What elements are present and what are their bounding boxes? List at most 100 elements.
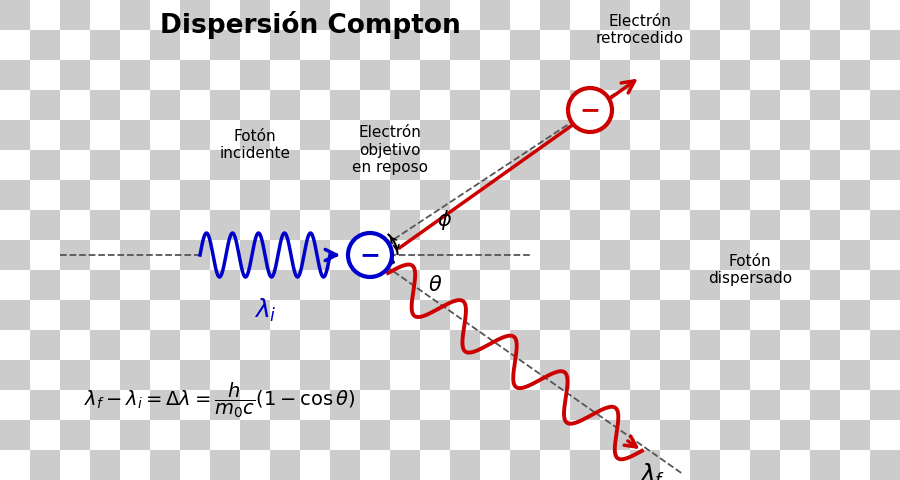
Bar [390, 450, 420, 480]
Bar [660, 240, 690, 270]
Bar [240, 120, 270, 150]
Bar [420, 360, 450, 390]
Bar [630, 450, 660, 480]
Bar [120, 90, 150, 120]
Bar [240, 210, 270, 240]
Bar [90, 270, 120, 300]
Bar [180, 180, 210, 210]
Circle shape [348, 233, 392, 277]
Bar [780, 150, 810, 180]
Bar [210, 270, 240, 300]
Bar [720, 360, 750, 390]
Bar [720, 0, 750, 30]
Bar [870, 60, 900, 90]
Bar [810, 270, 840, 300]
Bar [450, 120, 480, 150]
Bar [30, 30, 60, 60]
Bar [690, 120, 720, 150]
Bar [180, 60, 210, 90]
Bar [570, 240, 600, 270]
Bar [570, 270, 600, 300]
Bar [660, 90, 690, 120]
Bar [360, 450, 390, 480]
Bar [150, 150, 180, 180]
Bar [270, 300, 300, 330]
Bar [600, 150, 630, 180]
Bar [450, 210, 480, 240]
Bar [690, 60, 720, 90]
Bar [780, 60, 810, 90]
Bar [210, 30, 240, 60]
Bar [90, 210, 120, 240]
Bar [390, 360, 420, 390]
Bar [360, 300, 390, 330]
Bar [570, 390, 600, 420]
Bar [690, 240, 720, 270]
Bar [120, 210, 150, 240]
Bar [420, 270, 450, 300]
Bar [630, 390, 660, 420]
Bar [210, 390, 240, 420]
Bar [450, 0, 480, 30]
Bar [0, 450, 30, 480]
Bar [30, 360, 60, 390]
Bar [570, 0, 600, 30]
Bar [720, 420, 750, 450]
Bar [240, 60, 270, 90]
Bar [810, 210, 840, 240]
Bar [690, 330, 720, 360]
Bar [120, 120, 150, 150]
Bar [420, 120, 450, 150]
Bar [240, 150, 270, 180]
Circle shape [568, 88, 612, 132]
Bar [210, 420, 240, 450]
Bar [870, 30, 900, 60]
Bar [90, 120, 120, 150]
Bar [420, 450, 450, 480]
Bar [390, 210, 420, 240]
Bar [540, 450, 570, 480]
Bar [510, 360, 540, 390]
Bar [210, 300, 240, 330]
Bar [120, 330, 150, 360]
Bar [630, 150, 660, 180]
Bar [600, 60, 630, 90]
Bar [540, 120, 570, 150]
Bar [720, 240, 750, 270]
Bar [60, 120, 90, 150]
Bar [420, 150, 450, 180]
Bar [600, 300, 630, 330]
Bar [810, 90, 840, 120]
Bar [150, 450, 180, 480]
Bar [780, 270, 810, 300]
Bar [870, 270, 900, 300]
Bar [390, 270, 420, 300]
Bar [120, 270, 150, 300]
Bar [330, 360, 360, 390]
Bar [30, 240, 60, 270]
Bar [210, 180, 240, 210]
Bar [690, 420, 720, 450]
Bar [0, 240, 30, 270]
Bar [300, 210, 330, 240]
Bar [30, 0, 60, 30]
Bar [60, 0, 90, 30]
Bar [720, 210, 750, 240]
Bar [180, 450, 210, 480]
Bar [330, 210, 360, 240]
Bar [120, 420, 150, 450]
Bar [390, 120, 420, 150]
Bar [660, 180, 690, 210]
Bar [600, 30, 630, 60]
Bar [660, 0, 690, 30]
Bar [780, 0, 810, 30]
Bar [600, 240, 630, 270]
Bar [0, 0, 30, 30]
Bar [180, 420, 210, 450]
Bar [570, 210, 600, 240]
Bar [300, 330, 330, 360]
Bar [420, 330, 450, 360]
Bar [780, 240, 810, 270]
Bar [270, 360, 300, 390]
Bar [450, 390, 480, 420]
